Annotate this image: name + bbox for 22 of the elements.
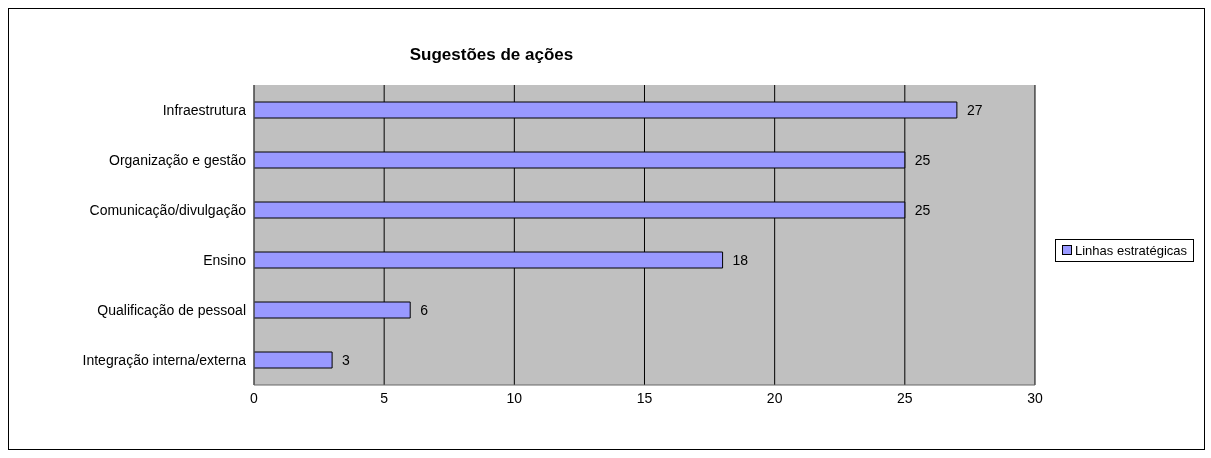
y-tick-label: Comunicação/divulgação bbox=[89, 201, 247, 218]
x-tick-label: 15 bbox=[636, 389, 653, 406]
legend-label: Linhas estratégicas bbox=[1074, 242, 1187, 258]
x-tick-label: 10 bbox=[506, 389, 523, 406]
x-tick-label: 30 bbox=[1027, 389, 1043, 406]
data-label: 25 bbox=[914, 201, 931, 218]
y-tick-label: Ensino bbox=[203, 251, 247, 268]
data-label: 25 bbox=[914, 151, 931, 168]
data-label: 18 bbox=[732, 251, 749, 268]
y-tick-label: Integração interna/externa bbox=[82, 351, 247, 368]
x-tick-label: 20 bbox=[766, 389, 783, 406]
x-tick-label: 0 bbox=[250, 389, 259, 406]
chart-title: Sugestões de ações bbox=[408, 44, 575, 65]
bar bbox=[254, 351, 333, 369]
data-label: 3 bbox=[342, 351, 351, 368]
y-tick-label: Qualificação de pessoal bbox=[97, 301, 246, 318]
y-tick-label: Infraestrutura bbox=[162, 101, 247, 118]
y-tick-label: Organização e gestão bbox=[109, 151, 247, 168]
data-label: 27 bbox=[966, 101, 983, 118]
data-label: 6 bbox=[420, 301, 429, 318]
x-tick-label: 25 bbox=[897, 389, 913, 406]
x-tick-label: 5 bbox=[380, 389, 389, 406]
